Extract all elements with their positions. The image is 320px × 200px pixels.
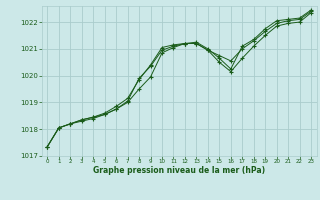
X-axis label: Graphe pression niveau de la mer (hPa): Graphe pression niveau de la mer (hPa)	[93, 166, 265, 175]
